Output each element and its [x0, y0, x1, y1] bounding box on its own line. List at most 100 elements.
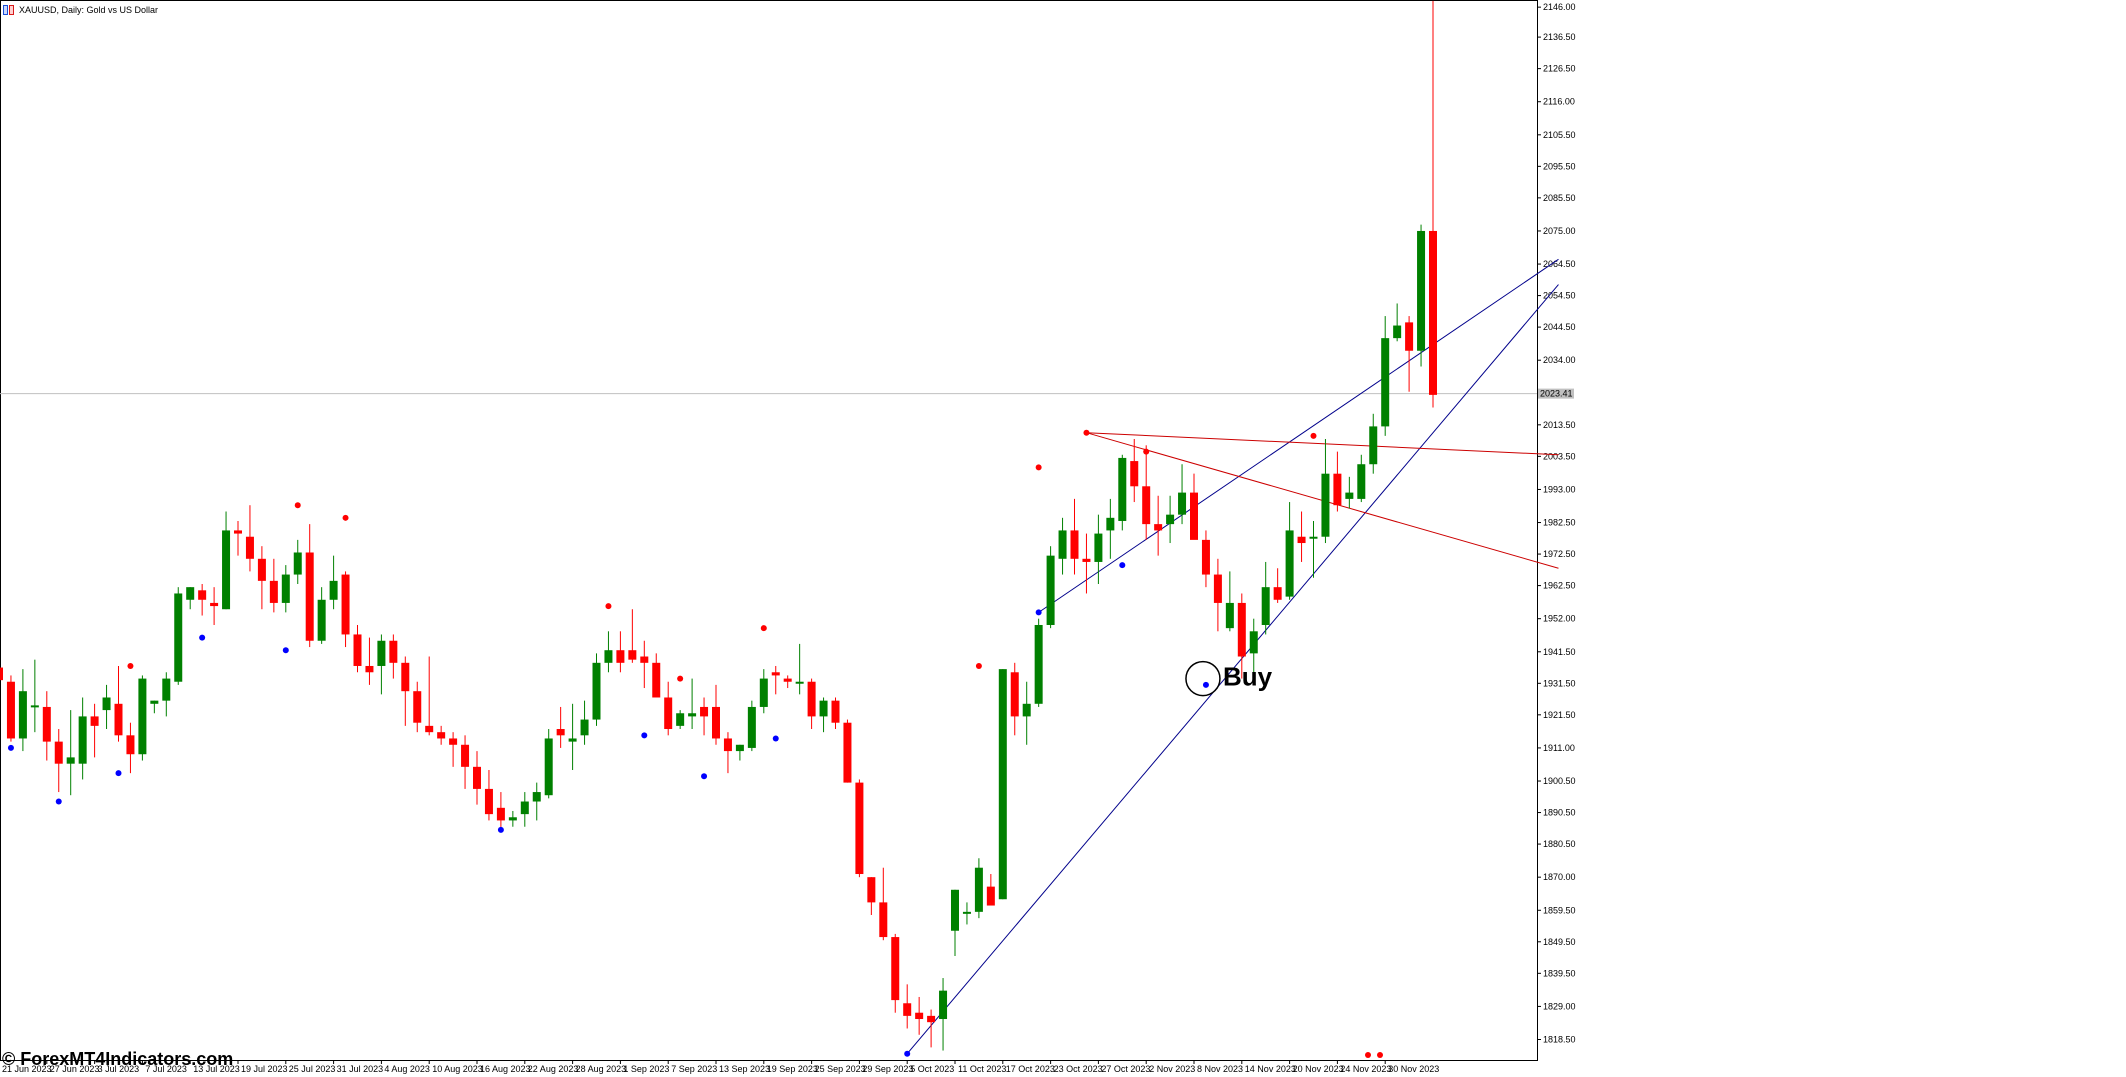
bear-candle	[1010, 672, 1019, 717]
bear-candle	[1201, 539, 1210, 575]
plot-frame	[0, 0, 1538, 1061]
bear-candle	[0, 667, 3, 681]
bull-candle	[78, 716, 87, 764]
y-tick-label: 2034.00	[1543, 355, 1576, 365]
bull-candle	[795, 681, 804, 684]
bull-candle	[676, 713, 685, 726]
x-tick-label: 25 Jul 2023	[289, 1064, 336, 1074]
y-tick-label: 2105.50	[1543, 130, 1576, 140]
bull-candle	[377, 640, 386, 666]
bull-candle	[759, 678, 768, 707]
bear-candle	[449, 738, 458, 745]
swing-high-dot	[1143, 448, 1150, 455]
bull-candle	[735, 744, 744, 752]
bear-candle	[1154, 524, 1163, 531]
bear-candle	[114, 703, 123, 736]
bull-candle	[1249, 631, 1258, 654]
buy-signal-label: Buy	[1223, 662, 1273, 692]
bull-candle	[1417, 230, 1426, 351]
bull-candle	[1022, 703, 1031, 717]
bull-candle	[1225, 602, 1234, 629]
bull-candle	[508, 817, 517, 821]
swing-low-dot	[115, 770, 122, 777]
x-tick-label: 24 Nov 2023	[1340, 1064, 1391, 1074]
bull-candle	[174, 593, 183, 682]
bear-candle	[867, 877, 876, 903]
bear-candle	[1213, 574, 1222, 603]
swing-high-dot	[975, 662, 982, 669]
bear-candle	[652, 662, 661, 698]
swing-high-dot	[677, 675, 684, 682]
bear-candle	[257, 558, 266, 581]
y-tick-label: 1890.50	[1543, 808, 1576, 818]
bull-candle	[939, 990, 948, 1020]
swing-low-dot	[904, 1050, 911, 1057]
resistance-trendline	[1086, 432, 1559, 456]
bear-candle	[879, 902, 888, 938]
bull-candle	[1369, 426, 1378, 465]
bear-candle	[986, 886, 995, 906]
bear-candle	[269, 580, 278, 603]
bull-candle	[544, 738, 553, 796]
bear-candle	[640, 656, 649, 663]
bear-candle	[353, 634, 362, 666]
bear-candle	[1405, 322, 1414, 351]
bear-candle	[843, 722, 852, 783]
y-tick-label: 2003.50	[1543, 451, 1576, 461]
swing-low-dot	[282, 647, 289, 654]
bull-candle	[747, 706, 756, 748]
y-tick-label: 1880.50	[1543, 839, 1576, 849]
y-tick-label: 1870.00	[1543, 872, 1576, 882]
bear-candle	[389, 640, 398, 663]
x-tick-label: 27 Oct 2023	[1101, 1064, 1150, 1074]
bear-candle	[496, 807, 505, 821]
swing-low-dot	[1035, 609, 1042, 616]
x-tick-label: 21 Jun 2023	[2, 1064, 52, 1074]
x-tick-label: 16 Aug 2023	[480, 1064, 531, 1074]
y-tick-label: 1972.50	[1543, 549, 1576, 559]
x-tick-label: 28 Aug 2023	[576, 1064, 627, 1074]
x-tick-label: 19 Sep 2023	[767, 1064, 818, 1074]
x-tick-label: 7 Sep 2023	[671, 1064, 717, 1074]
bull-candle	[1118, 457, 1127, 521]
swing-high-dot	[294, 502, 301, 509]
x-tick-label: 7 Jul 2023	[145, 1064, 187, 1074]
bear-candle	[6, 681, 15, 739]
bear-candle	[1082, 558, 1091, 562]
bull-candle	[1106, 517, 1115, 531]
x-tick-label: 31 Jul 2023	[337, 1064, 384, 1074]
y-tick-label: 1849.50	[1543, 937, 1576, 947]
chart-title-bar: XAUUSD, Daily: Gold vs US Dollar	[3, 5, 158, 15]
bear-candle	[831, 700, 840, 723]
bear-candle	[54, 741, 63, 764]
y-tick-label: 2116.00	[1543, 97, 1575, 107]
x-tick-label: 3 Jul 2023	[98, 1064, 140, 1074]
bull-candle	[1357, 464, 1366, 499]
y-tick-label: 1952.00	[1543, 614, 1576, 624]
bear-candle	[807, 681, 816, 717]
y-tick-label: 1829.00	[1543, 1001, 1576, 1011]
swing-low-dot	[199, 634, 206, 641]
bull-candle	[1309, 536, 1318, 539]
x-tick-label: 13 Jul 2023	[193, 1064, 240, 1074]
bear-candle	[1297, 536, 1306, 544]
y-tick-label: 1911.00	[1543, 743, 1575, 753]
bear-candle	[413, 691, 422, 723]
x-tick-label: 30 Nov 2023	[1388, 1064, 1439, 1074]
bear-candle	[234, 530, 242, 534]
bull-candle	[102, 697, 111, 711]
bull-candle	[951, 889, 959, 931]
y-tick-label: 1859.50	[1543, 905, 1576, 915]
bear-candle	[700, 706, 709, 717]
bull-candle	[998, 669, 1007, 900]
bull-candle	[1058, 530, 1067, 559]
bull-candle	[604, 650, 613, 663]
swing-low-dot	[641, 732, 648, 739]
bear-candle	[305, 552, 314, 641]
current-price-tag	[1538, 388, 1574, 399]
bear-candle	[341, 574, 350, 635]
bear-candle	[616, 650, 625, 663]
bull-candle	[1178, 492, 1187, 515]
bear-candle	[126, 735, 135, 755]
